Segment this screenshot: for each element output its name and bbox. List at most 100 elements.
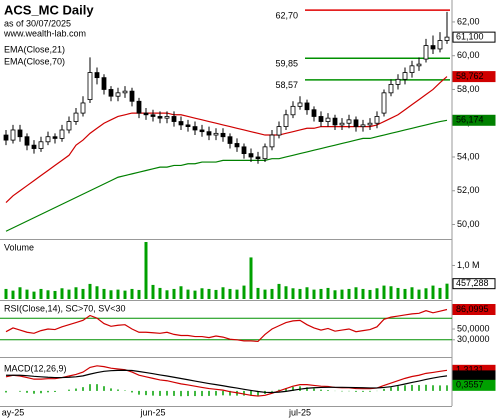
y-tick-label: 54,00	[457, 151, 480, 161]
volume-bar	[207, 288, 211, 299]
value-tag	[452, 304, 496, 316]
legend-entry: EMA(Close,70)	[4, 56, 65, 66]
candle-body	[234, 143, 240, 148]
candle-body	[332, 117, 338, 126]
rsi-line	[5, 308, 448, 343]
volume-bar	[67, 289, 71, 299]
candle-body	[325, 117, 331, 122]
chart-title: ACS_MC Daily	[4, 2, 94, 17]
volume-bar	[144, 242, 148, 299]
candle-body	[346, 119, 352, 124]
candle-body	[38, 141, 44, 149]
volume-bar	[291, 288, 295, 299]
volume-bar	[123, 290, 127, 299]
value-tag	[452, 379, 496, 391]
volume-bar	[200, 288, 204, 299]
volume-bar	[277, 283, 281, 299]
x-tick-label: ay-25	[2, 407, 25, 417]
candle-body	[388, 83, 394, 94]
legend-entry: EMA(Close,21)	[4, 44, 65, 54]
volume-bar	[130, 288, 134, 299]
volume-bar	[438, 287, 442, 299]
candle-body	[101, 77, 107, 90]
volume-bar	[193, 290, 197, 299]
volume-bar	[242, 285, 246, 299]
candle-body	[227, 136, 233, 144]
x-tick-label: jul-25	[288, 407, 311, 417]
candle-body	[416, 63, 422, 67]
volume-bar	[263, 289, 267, 299]
candle-body	[185, 124, 191, 127]
value-tag-label: 86,0995	[456, 304, 489, 314]
candle-body	[164, 116, 170, 119]
candle-body	[241, 146, 247, 155]
volume-bar	[46, 290, 50, 299]
volume-bar	[403, 288, 407, 299]
volume-bar	[179, 286, 183, 299]
y-tick-label: 50,0000	[457, 323, 490, 333]
volume-bar	[347, 288, 351, 299]
volume-bar	[375, 288, 379, 299]
volume-bar	[74, 287, 78, 299]
volume-bar	[284, 286, 288, 299]
volume-bar	[228, 288, 232, 299]
volume-bar	[95, 286, 99, 299]
value-tag-label: 457,288	[456, 278, 489, 288]
candle-body	[353, 119, 359, 127]
candle-body	[220, 132, 226, 138]
candle-body	[129, 90, 135, 102]
volume-bar	[417, 289, 421, 299]
volume-bar	[158, 287, 162, 299]
candle-body	[108, 89, 114, 97]
candle-body	[80, 102, 86, 114]
volume-bar	[165, 290, 169, 299]
volume-bar	[368, 289, 372, 299]
volume-bar	[333, 290, 337, 299]
value-tag	[452, 278, 496, 290]
source: www.wealth-lab.com	[3, 28, 86, 38]
level-label: 59,85	[275, 59, 298, 69]
candle-body	[31, 144, 37, 149]
candle-body	[276, 126, 282, 136]
candle-body	[402, 72, 408, 80]
volume-bar	[172, 288, 176, 299]
panel-title: MACD(12,26,9)	[4, 363, 67, 373]
candle-body	[255, 156, 261, 160]
volume-bar	[137, 289, 141, 299]
candle-body	[199, 129, 205, 133]
panel-title: RSI(Close,14), SC>70, SV<30	[4, 303, 126, 313]
volume-bar	[11, 290, 15, 299]
candle-body	[374, 116, 380, 124]
level-label: 62,70	[275, 11, 298, 21]
candle-body	[437, 40, 443, 50]
candle-body	[52, 136, 58, 139]
y-tick-label: 50,00	[457, 219, 480, 229]
volume-bar	[326, 287, 330, 299]
y-tick-label: 58,00	[457, 84, 480, 94]
candle-body	[339, 122, 345, 126]
subtitle: as of 30/07/2025	[4, 18, 71, 28]
volume-bar	[39, 288, 43, 299]
volume-bar	[396, 287, 400, 299]
candle-body	[269, 134, 275, 148]
volume-bar	[81, 288, 85, 299]
candle-body	[143, 112, 149, 116]
volume-bar	[256, 287, 260, 299]
volume-bar	[319, 288, 323, 299]
y-tick-label: 60,00	[457, 50, 480, 60]
volume-bar	[382, 285, 386, 299]
candle-body	[360, 124, 366, 127]
candle-body	[283, 114, 289, 127]
ema-line	[5, 76, 448, 203]
candle-body	[192, 126, 198, 131]
candle-body	[367, 122, 373, 126]
candle-body	[297, 102, 303, 107]
y-tick-label: 1,0 M	[457, 260, 480, 270]
candle-body	[17, 129, 23, 138]
volume-bar	[25, 289, 29, 299]
volume-bar	[116, 289, 120, 299]
ema-line	[5, 119, 448, 232]
value-tag-label: 1,3131	[456, 365, 484, 375]
candle-body	[248, 153, 254, 158]
candle-body	[290, 105, 296, 116]
